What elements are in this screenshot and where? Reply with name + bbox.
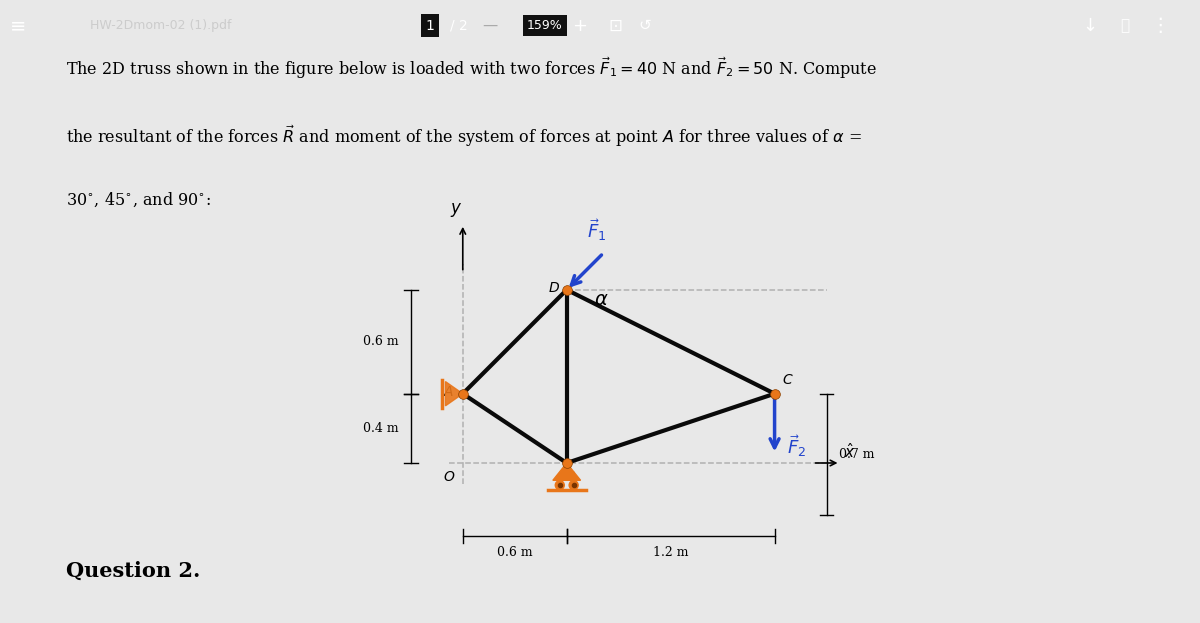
Text: —: — (482, 18, 498, 33)
Text: $A$: $A$ (443, 385, 454, 399)
Text: $\hat{x}$: $\hat{x}$ (844, 442, 856, 461)
Text: 159%: 159% (527, 19, 563, 32)
Text: $O$: $O$ (444, 470, 456, 484)
Text: $y$: $y$ (450, 201, 462, 219)
Text: 1: 1 (426, 19, 434, 32)
Polygon shape (445, 381, 463, 406)
Circle shape (556, 481, 564, 490)
Text: 0.6 m: 0.6 m (497, 546, 533, 559)
Text: 30$^{\circ}$, 45$^{\circ}$, and 90$^{\circ}$:: 30$^{\circ}$, 45$^{\circ}$, and 90$^{\ci… (66, 191, 211, 209)
Text: ⋮: ⋮ (1151, 16, 1170, 35)
Text: ⊡: ⊡ (608, 17, 622, 34)
Text: ↺: ↺ (638, 18, 652, 33)
Text: $B$: $B$ (565, 470, 576, 484)
Text: the resultant of the forces $\vec{R}$ and moment of the system of forces at poin: the resultant of the forces $\vec{R}$ an… (66, 123, 862, 148)
Text: 0.4 m: 0.4 m (364, 422, 398, 435)
Text: 0.6 m: 0.6 m (364, 335, 398, 348)
Text: The 2D truss shown in the figure below is loaded with two forces $\vec{F}_1 = 40: The 2D truss shown in the figure below i… (66, 56, 877, 81)
Text: 1.2 m: 1.2 m (653, 546, 689, 559)
Text: $\vec{F}_1$: $\vec{F}_1$ (587, 217, 606, 242)
Text: +: + (572, 17, 588, 34)
Text: $D$: $D$ (547, 281, 559, 295)
Circle shape (569, 481, 578, 490)
Text: 0.7 m: 0.7 m (839, 448, 874, 461)
Text: / 2: / 2 (450, 19, 468, 32)
Text: 🖨: 🖨 (1121, 18, 1129, 33)
Text: $\alpha$: $\alpha$ (594, 291, 610, 309)
Text: Question 2.: Question 2. (66, 561, 200, 581)
Text: ≡: ≡ (10, 16, 26, 35)
Text: $\vec{F}_2$: $\vec{F}_2$ (787, 433, 806, 459)
Text: HW-2Dmom-02 (1).pdf: HW-2Dmom-02 (1).pdf (90, 19, 232, 32)
Text: ↓: ↓ (1082, 17, 1098, 34)
Polygon shape (553, 463, 581, 480)
Text: $C$: $C$ (781, 373, 793, 387)
